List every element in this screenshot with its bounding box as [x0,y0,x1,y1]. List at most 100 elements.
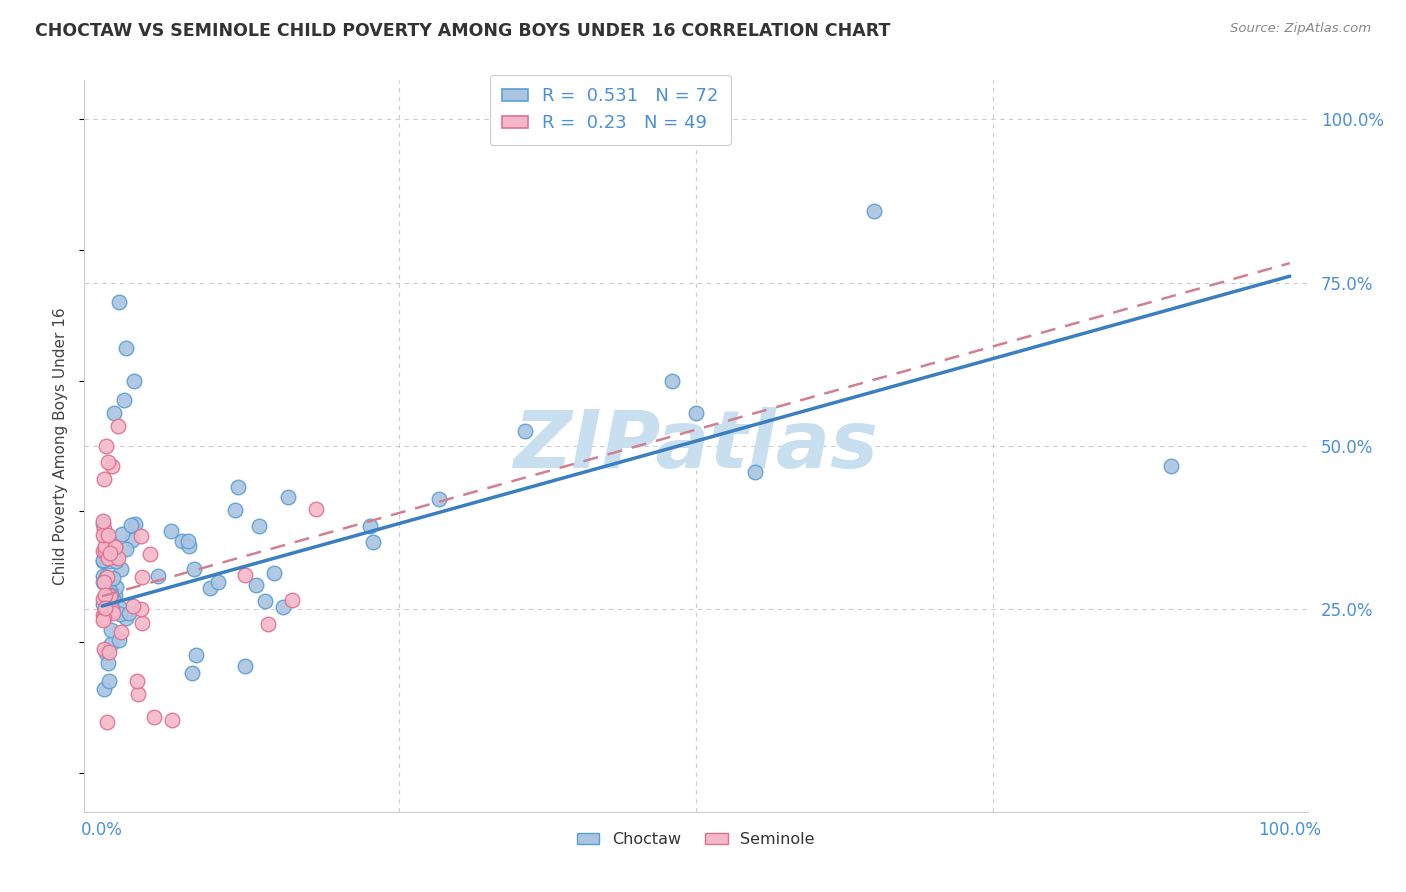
Point [184,648,207,662]
Point [97,455,120,469]
Point [118,607,141,621]
Point [94,540,117,554]
Point [143,710,166,724]
Point [177,539,200,553]
Point [110,607,132,621]
Point [97,528,120,542]
Point [181,665,204,680]
Point [107,419,129,434]
Point [114,542,136,557]
Point [104,554,127,568]
Point [863,203,886,218]
Point [177,533,200,548]
Text: Source: ZipAtlas.com: Source: ZipAtlas.com [1230,22,1371,36]
Point [93,527,115,541]
Point [101,592,124,607]
Point [121,533,143,547]
Point [122,599,145,613]
Point [100,637,122,651]
Point [93,613,115,627]
Point [97,656,120,670]
Point [271,600,294,615]
Point [235,658,257,673]
Point [124,516,146,531]
Point [94,600,117,615]
Point [129,529,152,543]
Point [93,575,115,590]
Point [94,601,117,615]
Point [146,569,169,583]
Point [160,714,183,728]
Point [104,540,127,554]
Point [100,623,122,637]
Point [93,514,115,528]
Point [207,574,229,589]
Point [661,374,683,388]
Point [111,527,134,541]
Point [122,374,145,388]
Point [226,480,249,494]
Point [101,603,124,617]
Point [233,568,256,582]
Point [427,491,450,506]
Point [104,588,127,602]
Point [93,554,115,568]
Point [97,550,120,565]
Point [103,406,125,420]
Point [108,295,131,310]
Point [93,681,115,696]
Point [129,602,152,616]
Point [281,592,304,607]
Point [108,632,131,647]
Point [131,570,153,584]
Point [263,566,285,580]
Point [93,517,115,532]
Point [96,569,118,583]
Point [257,617,280,632]
Point [97,645,120,659]
Point [305,502,328,516]
Point [101,606,124,620]
Point [103,571,125,585]
Point [98,584,121,599]
Point [98,590,121,604]
Point [93,528,115,542]
Point [110,625,132,640]
Point [94,605,117,619]
Point [105,580,128,594]
Point [94,588,117,602]
Point [115,611,138,625]
Point [94,439,117,453]
Point [93,553,115,567]
Point [359,519,381,533]
Text: CHOCTAW VS SEMINOLE CHILD POVERTY AMONG BOYS UNDER 16 CORRELATION CHART: CHOCTAW VS SEMINOLE CHILD POVERTY AMONG … [35,22,890,40]
Point [249,518,271,533]
Point [97,673,120,688]
Point [110,562,132,576]
Point [744,465,766,479]
Point [93,472,115,486]
Point [127,687,149,701]
Point [96,597,118,611]
Point [98,553,121,567]
Point [104,541,127,555]
Point [685,406,707,420]
Point [98,585,121,599]
Point [94,544,117,558]
Point [172,533,194,548]
Y-axis label: Child Poverty Among Boys Under 16: Child Poverty Among Boys Under 16 [53,307,69,585]
Point [100,598,122,612]
Point [93,522,115,536]
Point [1160,458,1182,473]
Point [513,424,536,438]
Point [114,393,136,408]
Point [97,530,120,544]
Text: ZIPatlas: ZIPatlas [513,407,879,485]
Point [94,540,117,554]
Point [94,646,117,660]
Point [93,574,115,589]
Point [93,591,115,606]
Point [361,535,384,549]
Point [101,458,124,473]
Point [277,490,299,504]
